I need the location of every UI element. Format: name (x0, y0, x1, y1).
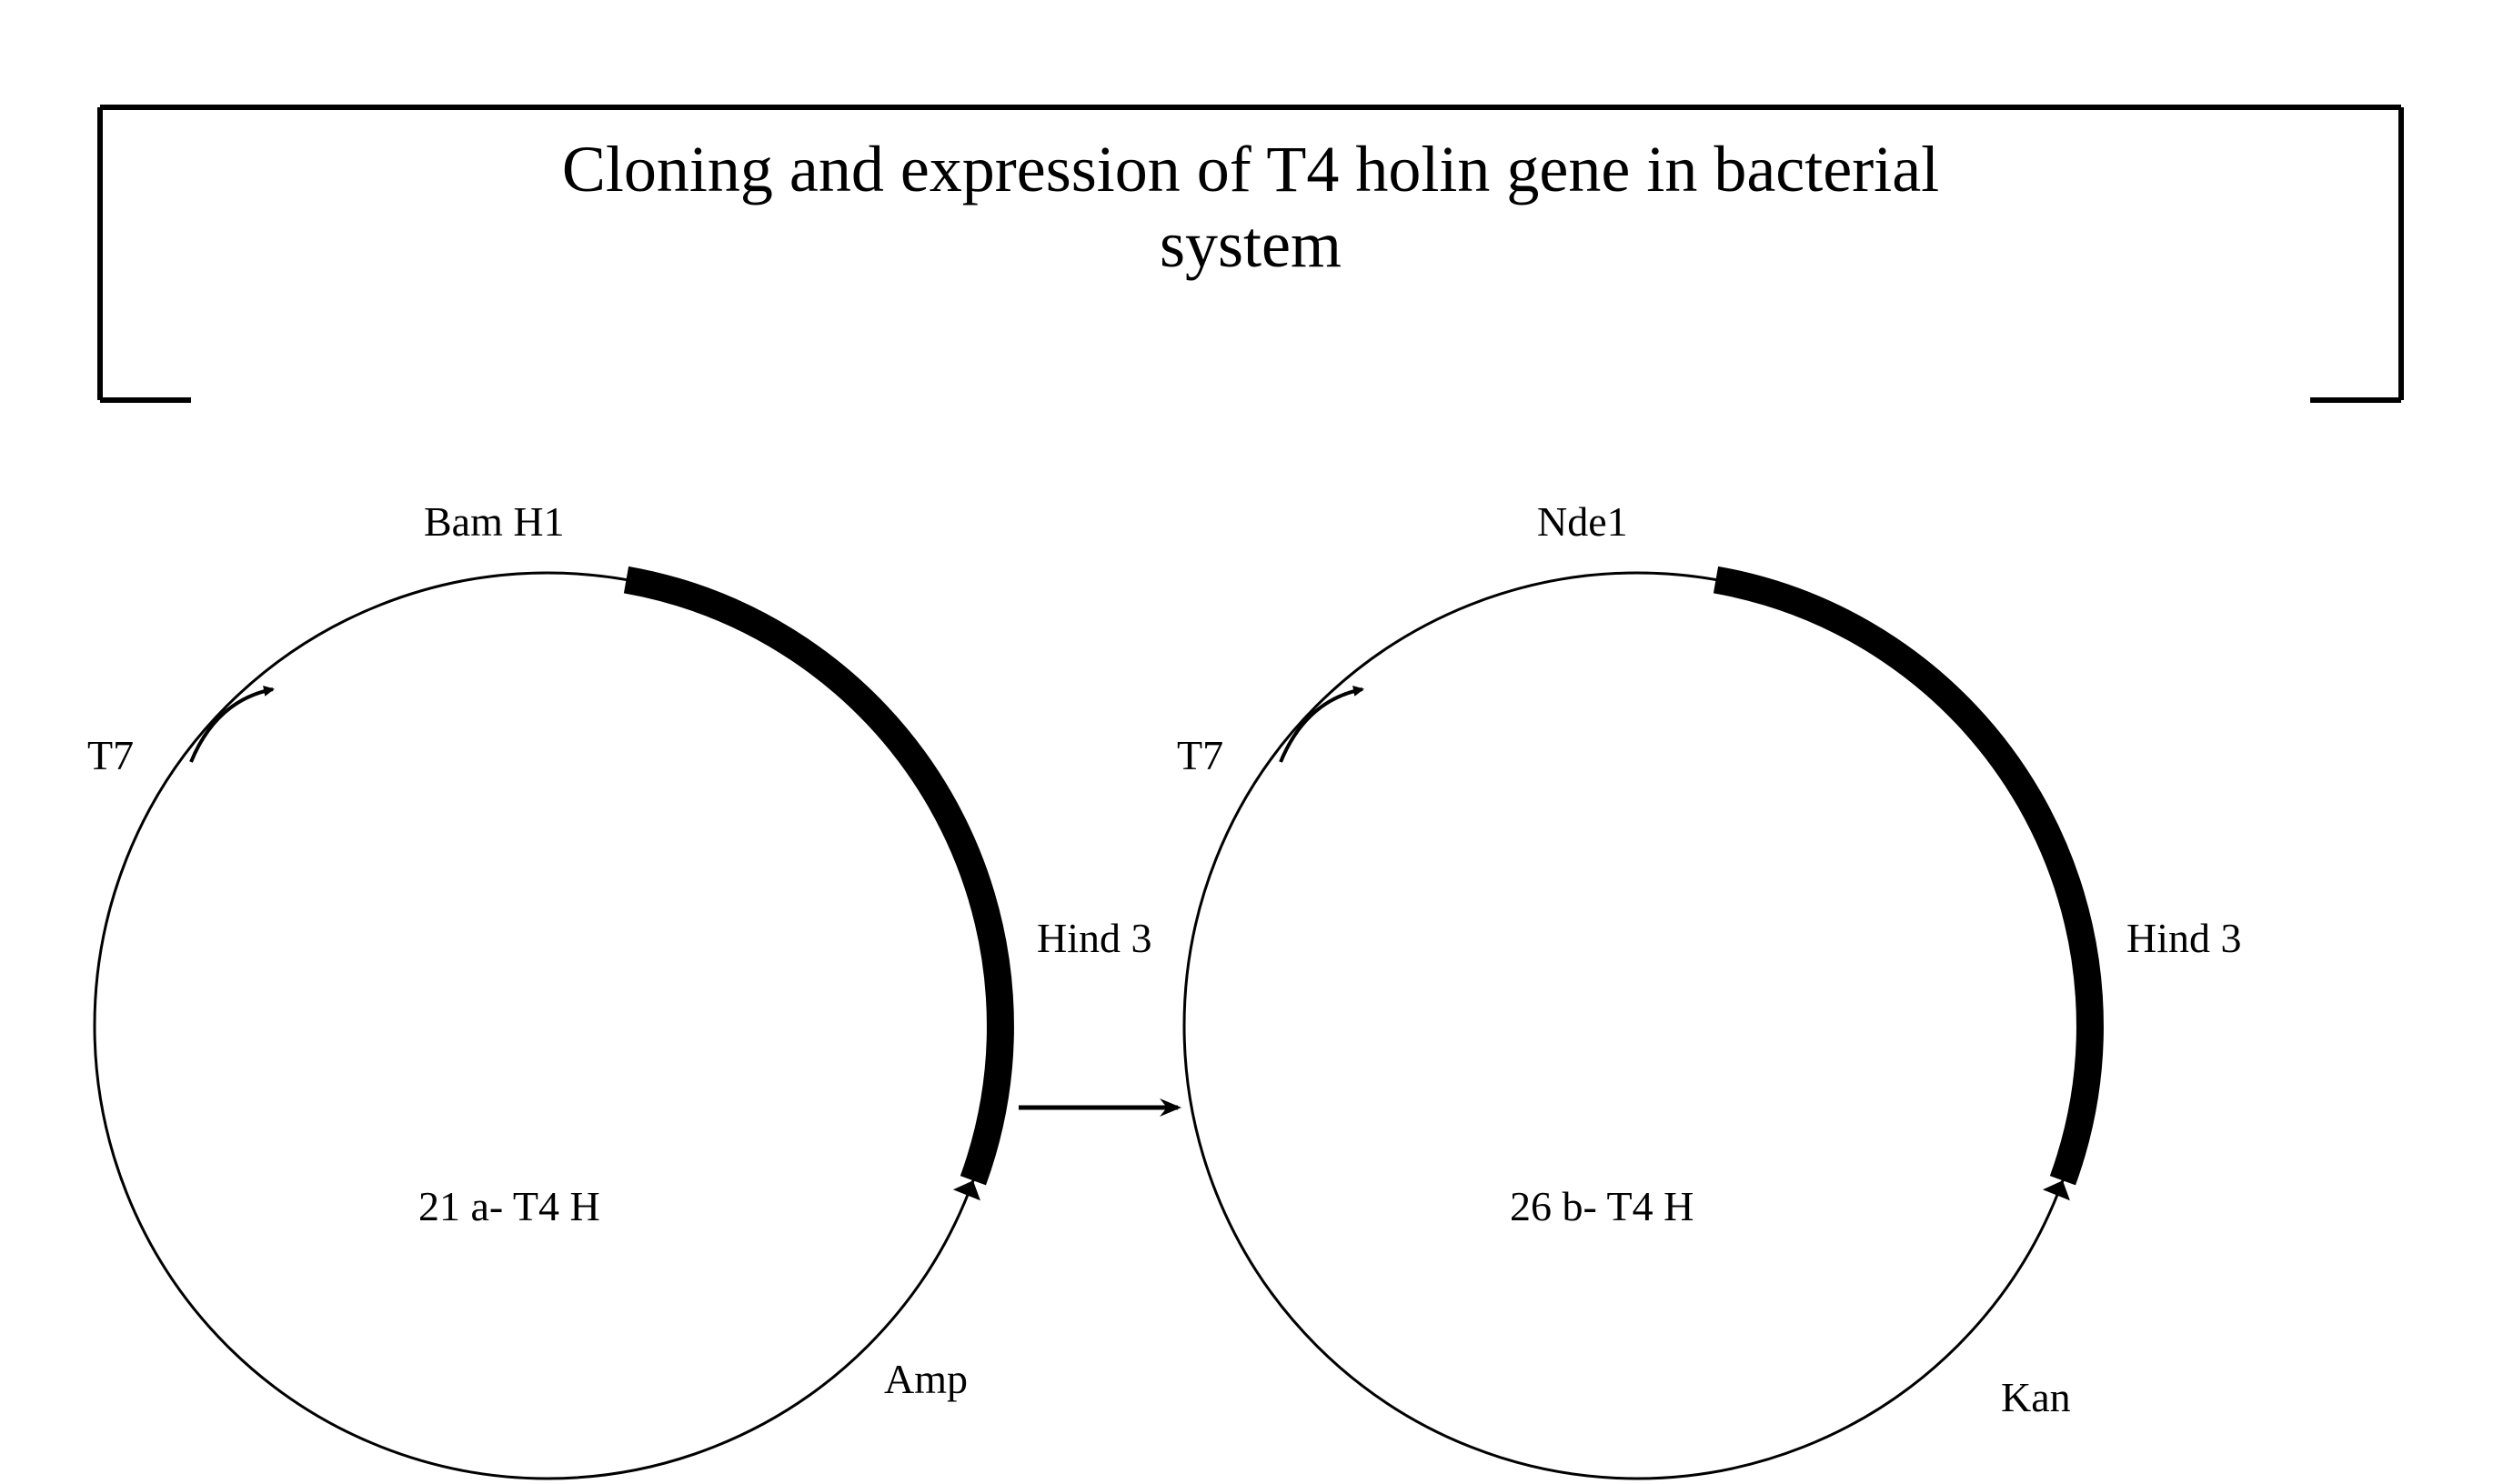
label-kan: Kan (2001, 1373, 2071, 1421)
label-hind3-left: Hind 3 (1037, 914, 1152, 962)
label-t7-left: T7 (87, 731, 134, 779)
label-center-left: 21 a- T4 H (418, 1182, 600, 1230)
label-nde1: Nde1 (1537, 497, 1628, 546)
plasmid-left-insert-arc (627, 580, 1000, 1181)
label-hind3-right: Hind 3 (2126, 914, 2242, 962)
label-amp: Amp (884, 1355, 968, 1403)
label-center-right: 26 b- T4 H (1510, 1182, 1694, 1230)
label-bamh1: Bam H1 (424, 497, 565, 546)
label-t7-right: T7 (1177, 731, 1223, 779)
plasmid-right-insert-arc (1716, 580, 2090, 1181)
plasmid-diagram (0, 0, 2513, 1484)
